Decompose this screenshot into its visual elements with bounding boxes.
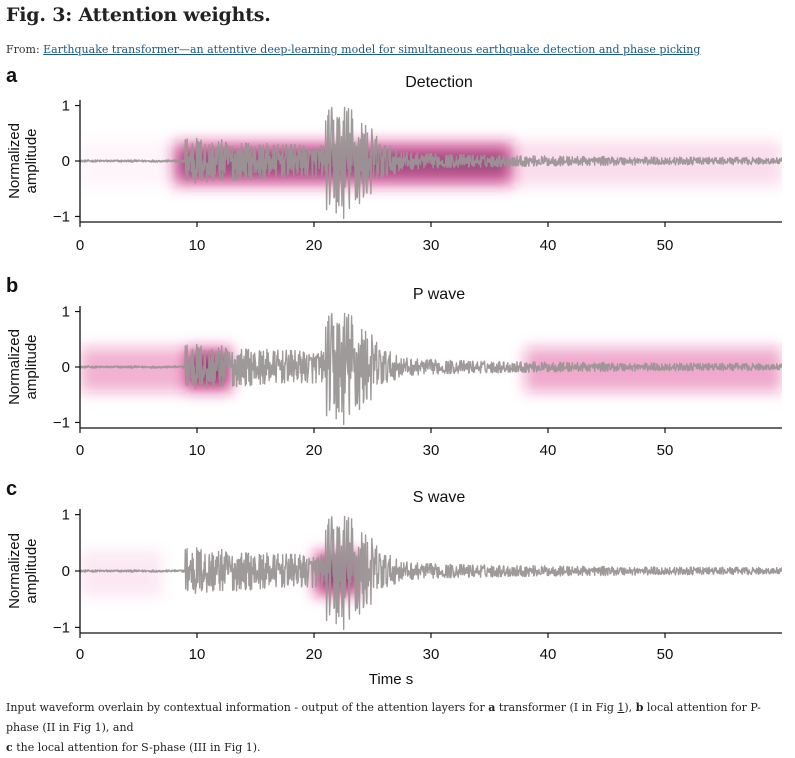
x-tick-label: 40 bbox=[540, 237, 557, 254]
source-prefix: From: bbox=[6, 43, 44, 56]
y-tick-label: 1 bbox=[62, 98, 70, 115]
y-tick-label: −1 bbox=[53, 208, 70, 225]
x-tick-label: 10 bbox=[189, 646, 206, 663]
y-tick-label: 1 bbox=[62, 507, 70, 524]
y-tick-label: −1 bbox=[53, 619, 70, 636]
attention-band bbox=[80, 142, 174, 186]
panel-letter: b bbox=[6, 275, 18, 297]
panel-letter: a bbox=[6, 65, 18, 87]
x-tick-label: 50 bbox=[657, 442, 674, 459]
y-axis-label: Normalizedamplitude bbox=[6, 533, 40, 609]
x-tick-label: 30 bbox=[423, 442, 440, 459]
x-tick-label: 10 bbox=[189, 237, 206, 254]
x-tick-label: 10 bbox=[189, 442, 206, 459]
x-tick-label: 20 bbox=[306, 237, 323, 254]
y-tick-label: 0 bbox=[62, 359, 70, 376]
y-tick-label: −1 bbox=[53, 414, 70, 431]
panel-letter: c bbox=[6, 478, 17, 500]
x-tick-label: 0 bbox=[76, 442, 84, 459]
y-tick-label: 0 bbox=[62, 563, 70, 580]
y-tick-label: 1 bbox=[62, 304, 70, 321]
x-tick-label: 40 bbox=[540, 646, 557, 663]
y-tick-label: 0 bbox=[62, 153, 70, 170]
x-tick-label: 30 bbox=[423, 646, 440, 663]
chart-title: P wave bbox=[413, 286, 465, 303]
attention-band bbox=[80, 551, 162, 597]
chart-title: Detection bbox=[405, 74, 473, 91]
y-axis-label: Normalizedamplitude bbox=[6, 123, 40, 199]
caption-fig-link[interactable]: 1 bbox=[617, 701, 625, 714]
attention-band bbox=[80, 347, 186, 392]
x-tick-label: 0 bbox=[76, 237, 84, 254]
waveform-line bbox=[80, 515, 782, 631]
figure-caption: Input waveform overlain by contextual in… bbox=[6, 701, 761, 754]
x-tick-label: 50 bbox=[657, 237, 674, 254]
source-line: From: Earthquake transformer—an attentiv… bbox=[6, 43, 700, 56]
waveform-line bbox=[80, 312, 782, 426]
waveform-line bbox=[80, 106, 782, 220]
panel-detection: a Detection 0 10 20 30 40 50 1 0 −1 Normalizedampli… bbox=[0, 62, 795, 272]
figure-title: Fig. 3: Attention weights. bbox=[6, 4, 271, 26]
source-article-link[interactable]: Earthquake transformer—an attentive deep… bbox=[43, 43, 701, 56]
chart-title: S wave bbox=[413, 489, 466, 506]
y-axis-label: Normalizedamplitude bbox=[6, 329, 40, 405]
x-tick-label: 30 bbox=[423, 237, 440, 254]
x-axis-label: Time s bbox=[369, 671, 413, 688]
x-tick-label: 20 bbox=[306, 646, 323, 663]
x-tick-label: 20 bbox=[306, 442, 323, 459]
x-tick-label: 40 bbox=[540, 442, 557, 459]
x-tick-label: 50 bbox=[657, 646, 674, 663]
x-tick-label: 0 bbox=[76, 646, 84, 663]
